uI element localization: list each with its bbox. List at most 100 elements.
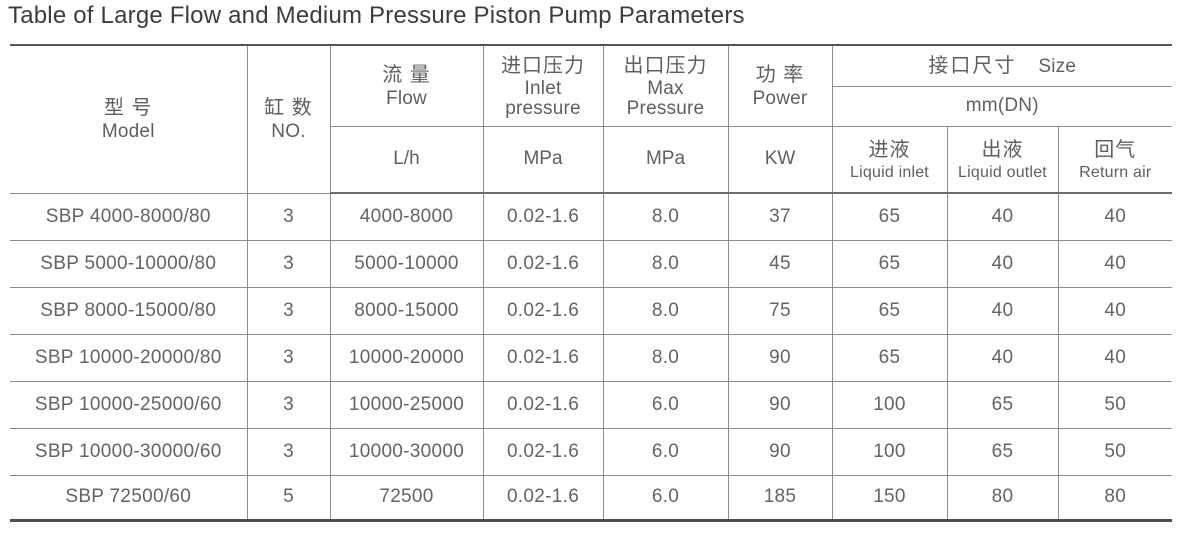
header-power-en: Power: [752, 87, 808, 109]
cell-liquid-outlet: 80: [946, 474, 1059, 520]
cell-max-pressure: 6.0: [602, 380, 729, 429]
table-row: SBP 10000-20000/80 3 10000-20000 0.02-1.…: [10, 333, 1172, 382]
cell-inlet-pressure: 0.02-1.6: [482, 192, 604, 241]
header-liquid-outlet-en: Liquid outlet: [958, 163, 1047, 181]
cell-liquid-inlet: 100: [831, 427, 948, 476]
cell-inlet-pressure: 0.02-1.6: [482, 239, 604, 288]
header-max-pressure-zh: 出口压力: [623, 54, 708, 77]
cell-max-pressure: 6.0: [602, 427, 729, 476]
cell-model: SBP 8000-15000/80: [10, 286, 248, 335]
header-row-size-unit: mm(DN): [10, 85, 1172, 127]
table-row: SBP 4000-8000/80 3 4000-8000 0.02-1.6 8.…: [10, 192, 1172, 241]
table-row: SBP 10000-25000/60 3 10000-25000 0.02-1.…: [10, 380, 1172, 429]
cell-power: 185: [727, 474, 833, 520]
cell-max-pressure: 8.0: [602, 333, 729, 382]
header-size-unit-label: mm(DN): [965, 95, 1039, 116]
cell-model: SBP 4000-8000/80: [10, 192, 248, 241]
cell-return-air: 40: [1057, 192, 1172, 241]
cell-power: 75: [727, 286, 833, 335]
header-cylinders-en: NO.: [271, 121, 306, 143]
cell-cylinders: 3: [246, 333, 331, 382]
header-inlet-unit: MPa: [482, 125, 604, 194]
header-inlet-pressure-en2: pressure: [505, 97, 581, 119]
header-liquid-outlet-zh: 出液: [981, 138, 1024, 161]
cell-power: 90: [727, 427, 833, 476]
cell-power: 90: [727, 380, 833, 429]
cell-liquid-inlet: 65: [831, 333, 948, 382]
header-row-labels: 型 号 Model 缸 数 NO. 流 量 Flow 进口压力 Inlet pr…: [10, 45, 1172, 194]
header-inlet-pressure-en1: Inlet: [524, 77, 562, 99]
header-flow-en: Flow: [386, 87, 427, 109]
header-cylinders: 缸 数 NO.: [246, 45, 331, 194]
cell-return-air: 40: [1057, 333, 1172, 382]
cell-cylinders: 3: [246, 192, 331, 241]
header-liquid-inlet: 进液 Liquid inlet: [831, 125, 948, 194]
cell-liquid-inlet: 65: [831, 286, 948, 335]
header-max-pressure: 出口压力 Max Pressure: [602, 45, 729, 127]
header-power-unit: KW: [727, 125, 833, 194]
cell-model: SBP 10000-20000/80: [10, 333, 248, 382]
header-inlet-pressure-zh: 进口压力: [501, 54, 585, 77]
cell-power: 37: [727, 192, 833, 241]
header-size-unit: mm(DN): [832, 85, 1172, 127]
cell-liquid-outlet: 40: [946, 333, 1059, 382]
cell-inlet-pressure: 0.02-1.6: [482, 427, 604, 476]
cell-flow: 8000-15000: [329, 286, 484, 335]
header-cylinders-zh: 缸 数: [264, 97, 313, 120]
header-size-zh: 接口尺寸: [928, 54, 1017, 77]
table-row: SBP 8000-15000/80 3 8000-15000 0.02-1.6 …: [10, 286, 1172, 335]
cell-flow: 5000-10000: [329, 239, 484, 288]
cell-flow: 10000-25000: [329, 380, 484, 429]
table-row: SBP 10000-30000/60 3 10000-30000 0.02-1.…: [10, 427, 1172, 476]
header-max-pressure-en2: Pressure: [626, 97, 705, 119]
cell-liquid-inlet: 65: [831, 192, 948, 241]
cell-liquid-inlet: 100: [831, 380, 948, 429]
cell-power: 90: [727, 333, 833, 382]
cell-flow: 10000-30000: [329, 427, 484, 476]
cell-return-air: 50: [1057, 380, 1172, 429]
cell-model: SBP 72500/60: [10, 474, 248, 520]
cell-flow: 10000-20000: [329, 333, 484, 382]
header-model-zh: 型 号: [103, 97, 153, 120]
cell-liquid-inlet: 65: [831, 239, 948, 288]
cell-return-air: 50: [1057, 427, 1172, 476]
cell-return-air: 80: [1057, 474, 1172, 520]
cell-inlet-pressure: 0.02-1.6: [482, 286, 604, 335]
cell-max-pressure: 8.0: [602, 239, 729, 288]
header-liquid-outlet: 出液 Liquid outlet: [946, 125, 1059, 194]
header-model: 型 号 Model: [10, 45, 248, 194]
cell-liquid-outlet: 40: [946, 192, 1059, 241]
cell-cylinders: 3: [246, 427, 331, 476]
header-return-air-en: Return air: [1079, 163, 1152, 181]
cell-model: SBP 10000-25000/60: [10, 380, 248, 429]
table-row: SBP 72500/60 5 72500 0.02-1.6 6.0 185 15…: [10, 474, 1172, 520]
pump-parameters-table: 型 号 Model 缸 数 NO. 流 量 Flow 进口压力 Inlet pr…: [10, 44, 1172, 522]
header-flow-zh: 流 量: [382, 63, 431, 86]
header-return-air: 回气 Return air: [1057, 125, 1172, 194]
header-power-zh: 功 率: [755, 63, 805, 86]
cell-model: SBP 5000-10000/80: [10, 239, 248, 288]
cell-return-air: 40: [1057, 239, 1172, 288]
table-body: SBP 4000-8000/80 3 4000-8000 0.02-1.6 8.…: [10, 192, 1172, 520]
header-liquid-inlet-en: Liquid inlet: [850, 163, 929, 181]
table-header: 型 号 Model 缸 数 NO. 流 量 Flow 进口压力 Inlet pr…: [10, 45, 1172, 194]
cell-flow: 72500: [329, 474, 484, 520]
header-return-air-zh: 回气: [1094, 138, 1137, 161]
cell-liquid-outlet: 40: [946, 239, 1059, 288]
cell-inlet-pressure: 0.02-1.6: [482, 380, 604, 429]
cell-max-pressure: 6.0: [602, 474, 729, 520]
cell-power: 45: [727, 239, 833, 288]
header-inlet-pressure: 进口压力 Inlet pressure: [482, 45, 604, 127]
cell-liquid-outlet: 65: [946, 427, 1059, 476]
table-row: SBP 5000-10000/80 3 5000-10000 0.02-1.6 …: [10, 239, 1172, 288]
header-liquid-inlet-zh: 进液: [868, 138, 911, 161]
cell-inlet-pressure: 0.02-1.6: [482, 333, 604, 382]
header-flow: 流 量 Flow: [329, 45, 484, 127]
cell-liquid-outlet: 65: [946, 380, 1059, 429]
cell-liquid-inlet: 150: [831, 474, 948, 520]
cell-cylinders: 3: [246, 380, 331, 429]
header-max-pressure-en1: Max: [647, 77, 684, 99]
cell-max-pressure: 8.0: [602, 192, 729, 241]
cell-cylinders: 3: [246, 286, 331, 335]
